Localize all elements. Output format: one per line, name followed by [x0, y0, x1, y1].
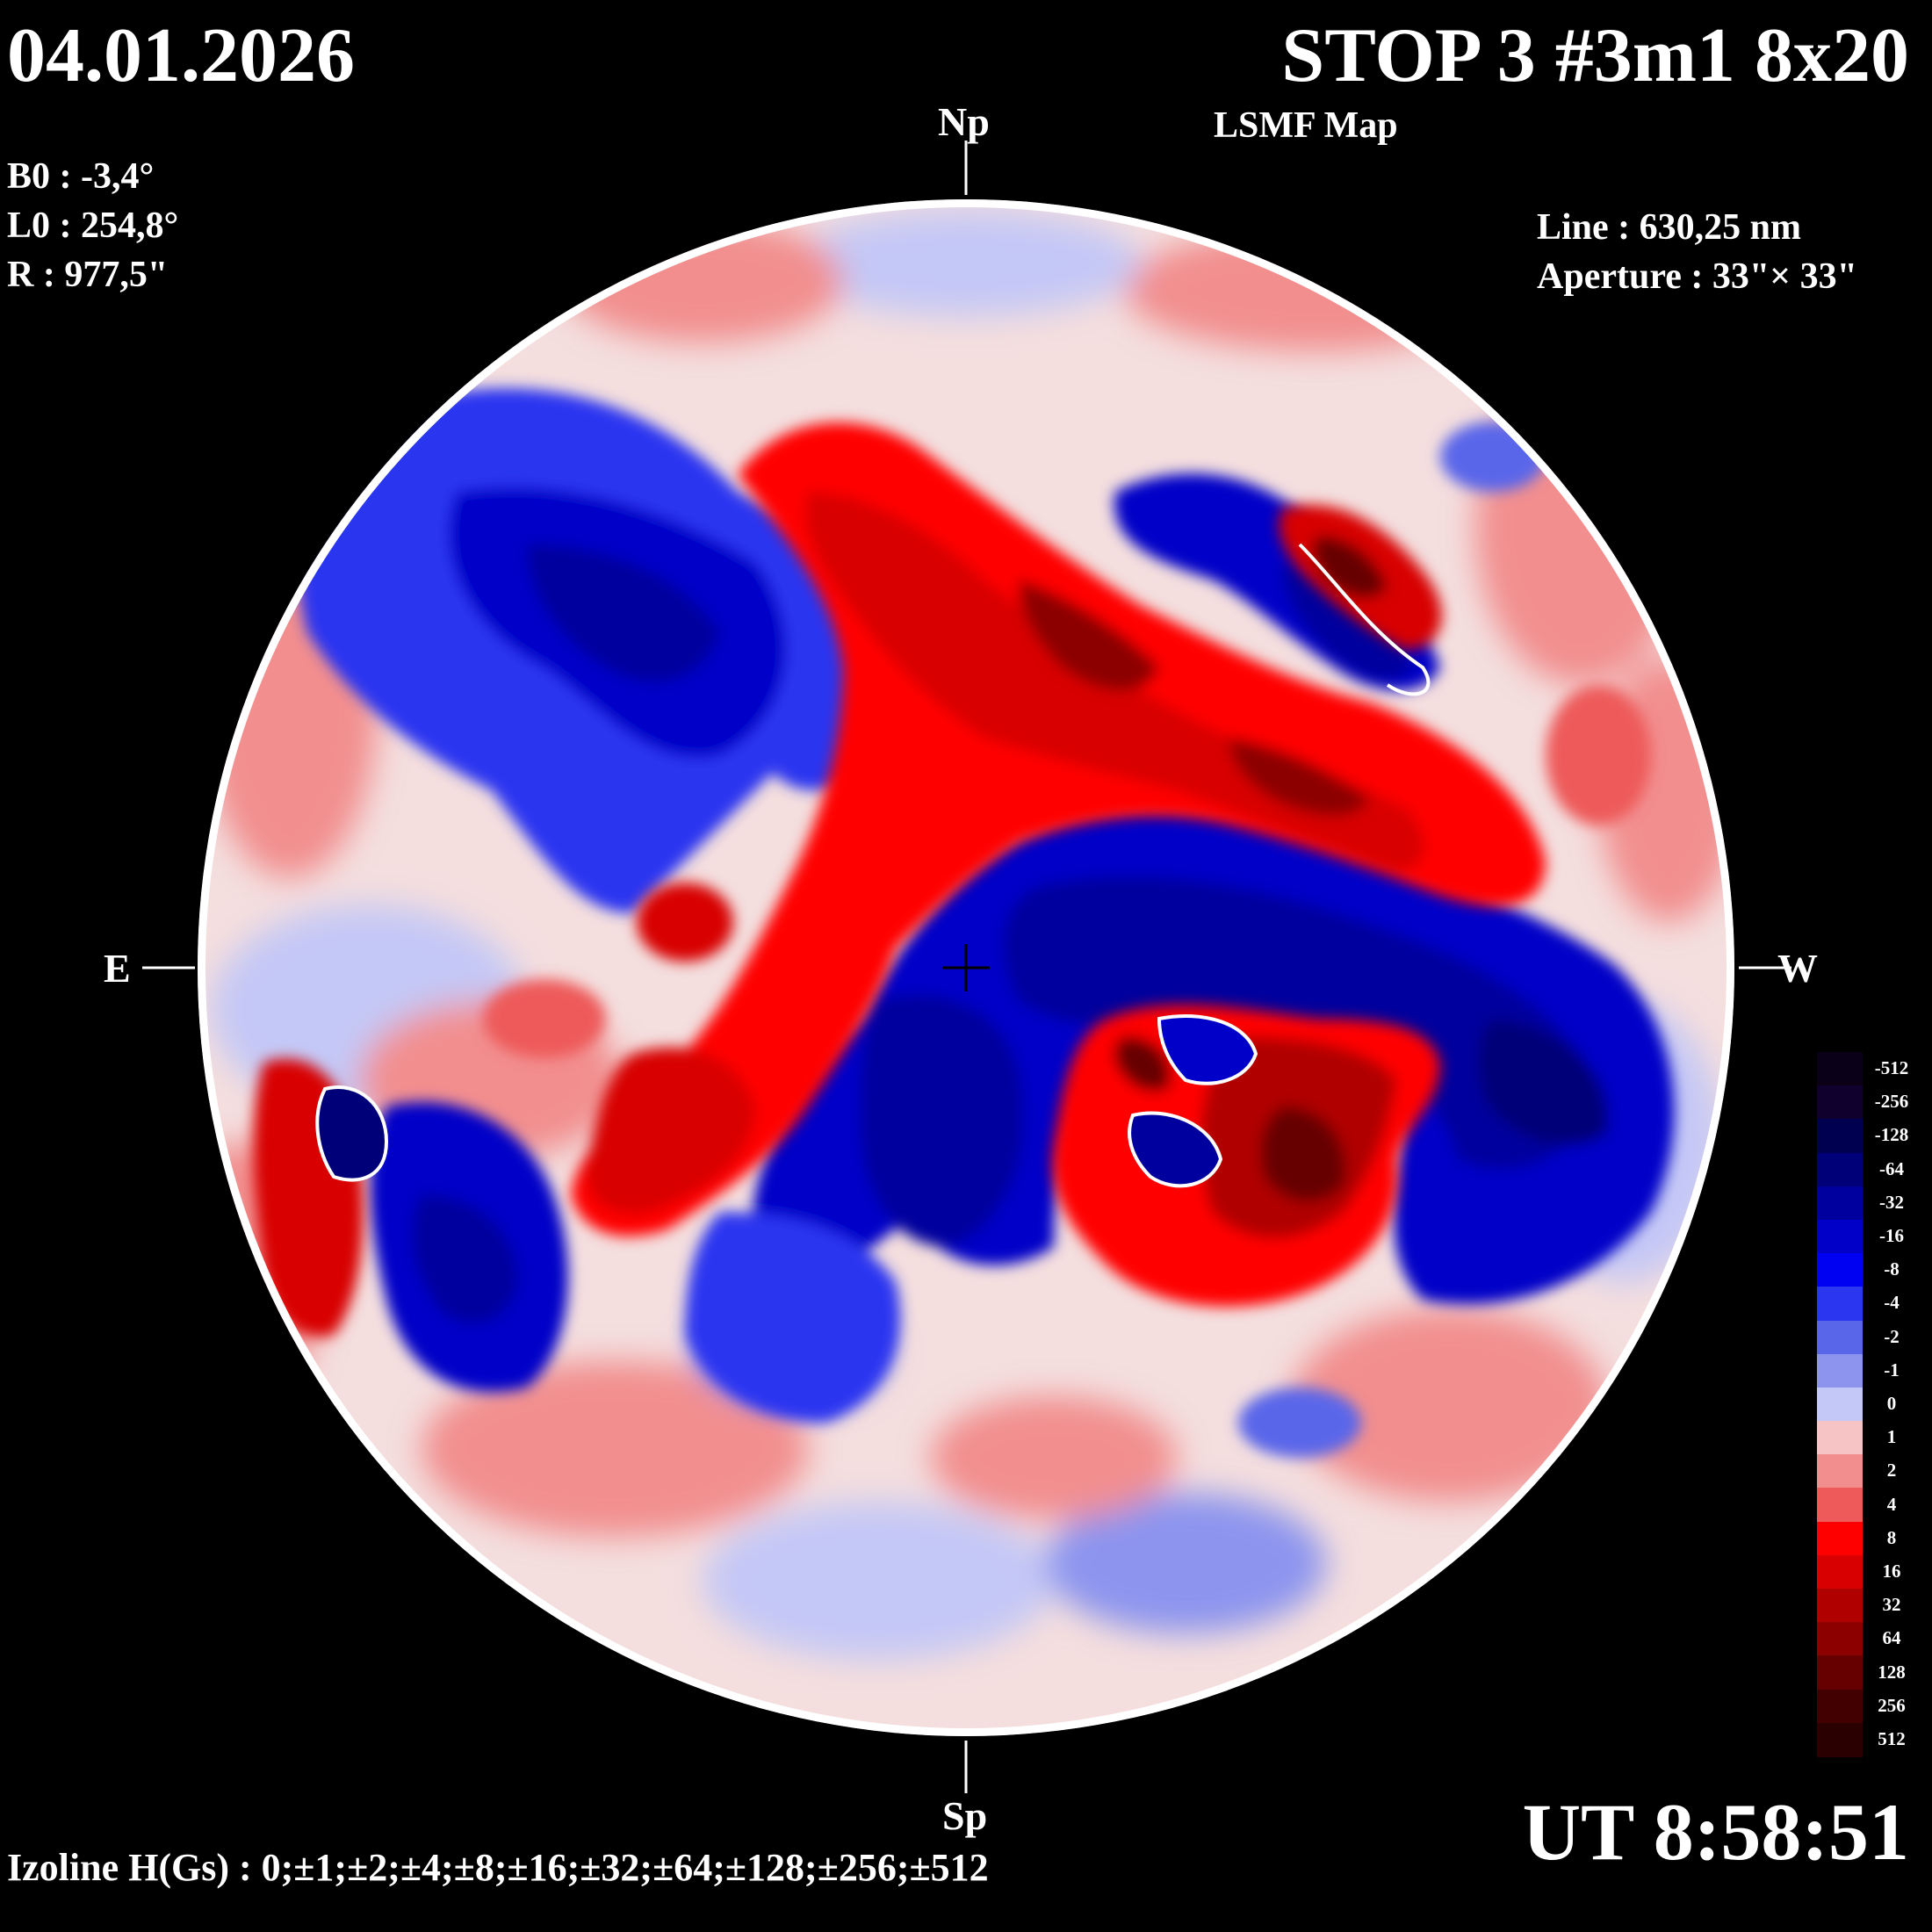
r-param: R : 977,5": [7, 255, 169, 295]
east-label: E: [104, 946, 131, 991]
colorbar-segment: [1817, 1119, 1863, 1154]
colorbar-label: 32: [1882, 1594, 1901, 1616]
colorbar-segment: [1817, 1320, 1863, 1355]
colorbar: [1817, 1052, 1863, 1757]
colorbar-segment: [1817, 1186, 1863, 1221]
colorbar-label: 1: [1886, 1426, 1897, 1448]
south-pole-label: Sp: [942, 1793, 988, 1838]
axis-ticks: [142, 141, 1791, 1793]
b0-param: B0 : -3,4°: [7, 156, 155, 197]
white-zero-contours: [315, 543, 1431, 1188]
colorbar-label: 64: [1882, 1627, 1901, 1649]
colorbar-segment: [1817, 1454, 1863, 1489]
colorbar-segment: [1817, 1622, 1863, 1657]
colorbar-label: -256: [1874, 1091, 1909, 1113]
colorbar-segment: [1817, 1488, 1863, 1523]
colorbar-label: 128: [1878, 1661, 1906, 1683]
colorbar-segment: [1817, 1521, 1863, 1556]
colorbar-segment: [1817, 1655, 1863, 1690]
colorbar-segment: [1817, 1353, 1863, 1388]
colorbar-segment: [1817, 1722, 1863, 1757]
colorbar-segment: [1817, 1387, 1863, 1423]
colorbar-segment: [1817, 1554, 1863, 1590]
colorbar-label: -8: [1884, 1258, 1900, 1280]
colorbar-label: 0: [1886, 1393, 1897, 1414]
colorbar-label: -512: [1874, 1057, 1909, 1079]
colorbar-label: -128: [1874, 1124, 1909, 1146]
colorbar-label: -32: [1879, 1191, 1904, 1213]
colorbar-segment: [1817, 1152, 1863, 1187]
line-info: Line : 630,25 nm: [1537, 207, 1802, 248]
observation-date: 04.01.2026: [7, 13, 355, 98]
positive-regions: [253, 422, 1651, 1337]
colorbar-segment: [1817, 1052, 1863, 1087]
map-subtitle: LSMF Map: [1214, 105, 1398, 146]
colorbar-segment: [1817, 1689, 1863, 1724]
colorbar-label: 256: [1878, 1694, 1906, 1716]
colorbar-label: 2: [1886, 1460, 1897, 1481]
l0-param: L0 : 254,8°: [7, 205, 179, 246]
aperture-info: Aperture : 33"× 33": [1537, 256, 1857, 297]
ut-time: UT 8:58:51: [1522, 1787, 1909, 1877]
colorbar-segment: [1817, 1421, 1863, 1456]
izoline-levels: Izoline H(Gs) : 0;±1;±2;±4;±8;±16;±32;±6…: [7, 1846, 989, 1889]
colorbar-label: -16: [1879, 1225, 1904, 1247]
colorbar-label: 512: [1878, 1727, 1906, 1749]
colorbar-segment: [1817, 1287, 1863, 1322]
colorbar-segment: [1817, 1253, 1863, 1288]
colorbar-label: 16: [1882, 1560, 1901, 1582]
north-pole-label: Np: [938, 99, 990, 144]
colorbar-label: -64: [1879, 1157, 1904, 1179]
colorbar-segment: [1817, 1219, 1863, 1255]
colorbar-label: -2: [1884, 1325, 1900, 1347]
colorbar-segment: [1817, 1085, 1863, 1121]
west-label: W: [1777, 946, 1818, 991]
colorbar-label: -1: [1884, 1359, 1900, 1381]
colorbar-label: 4: [1886, 1493, 1897, 1515]
colorbar-label: -4: [1884, 1292, 1900, 1314]
map-title: STOP 3 #3m1 8x20: [1281, 13, 1909, 98]
colorbar-segment: [1817, 1589, 1863, 1624]
colorbar-label: 8: [1886, 1526, 1897, 1548]
